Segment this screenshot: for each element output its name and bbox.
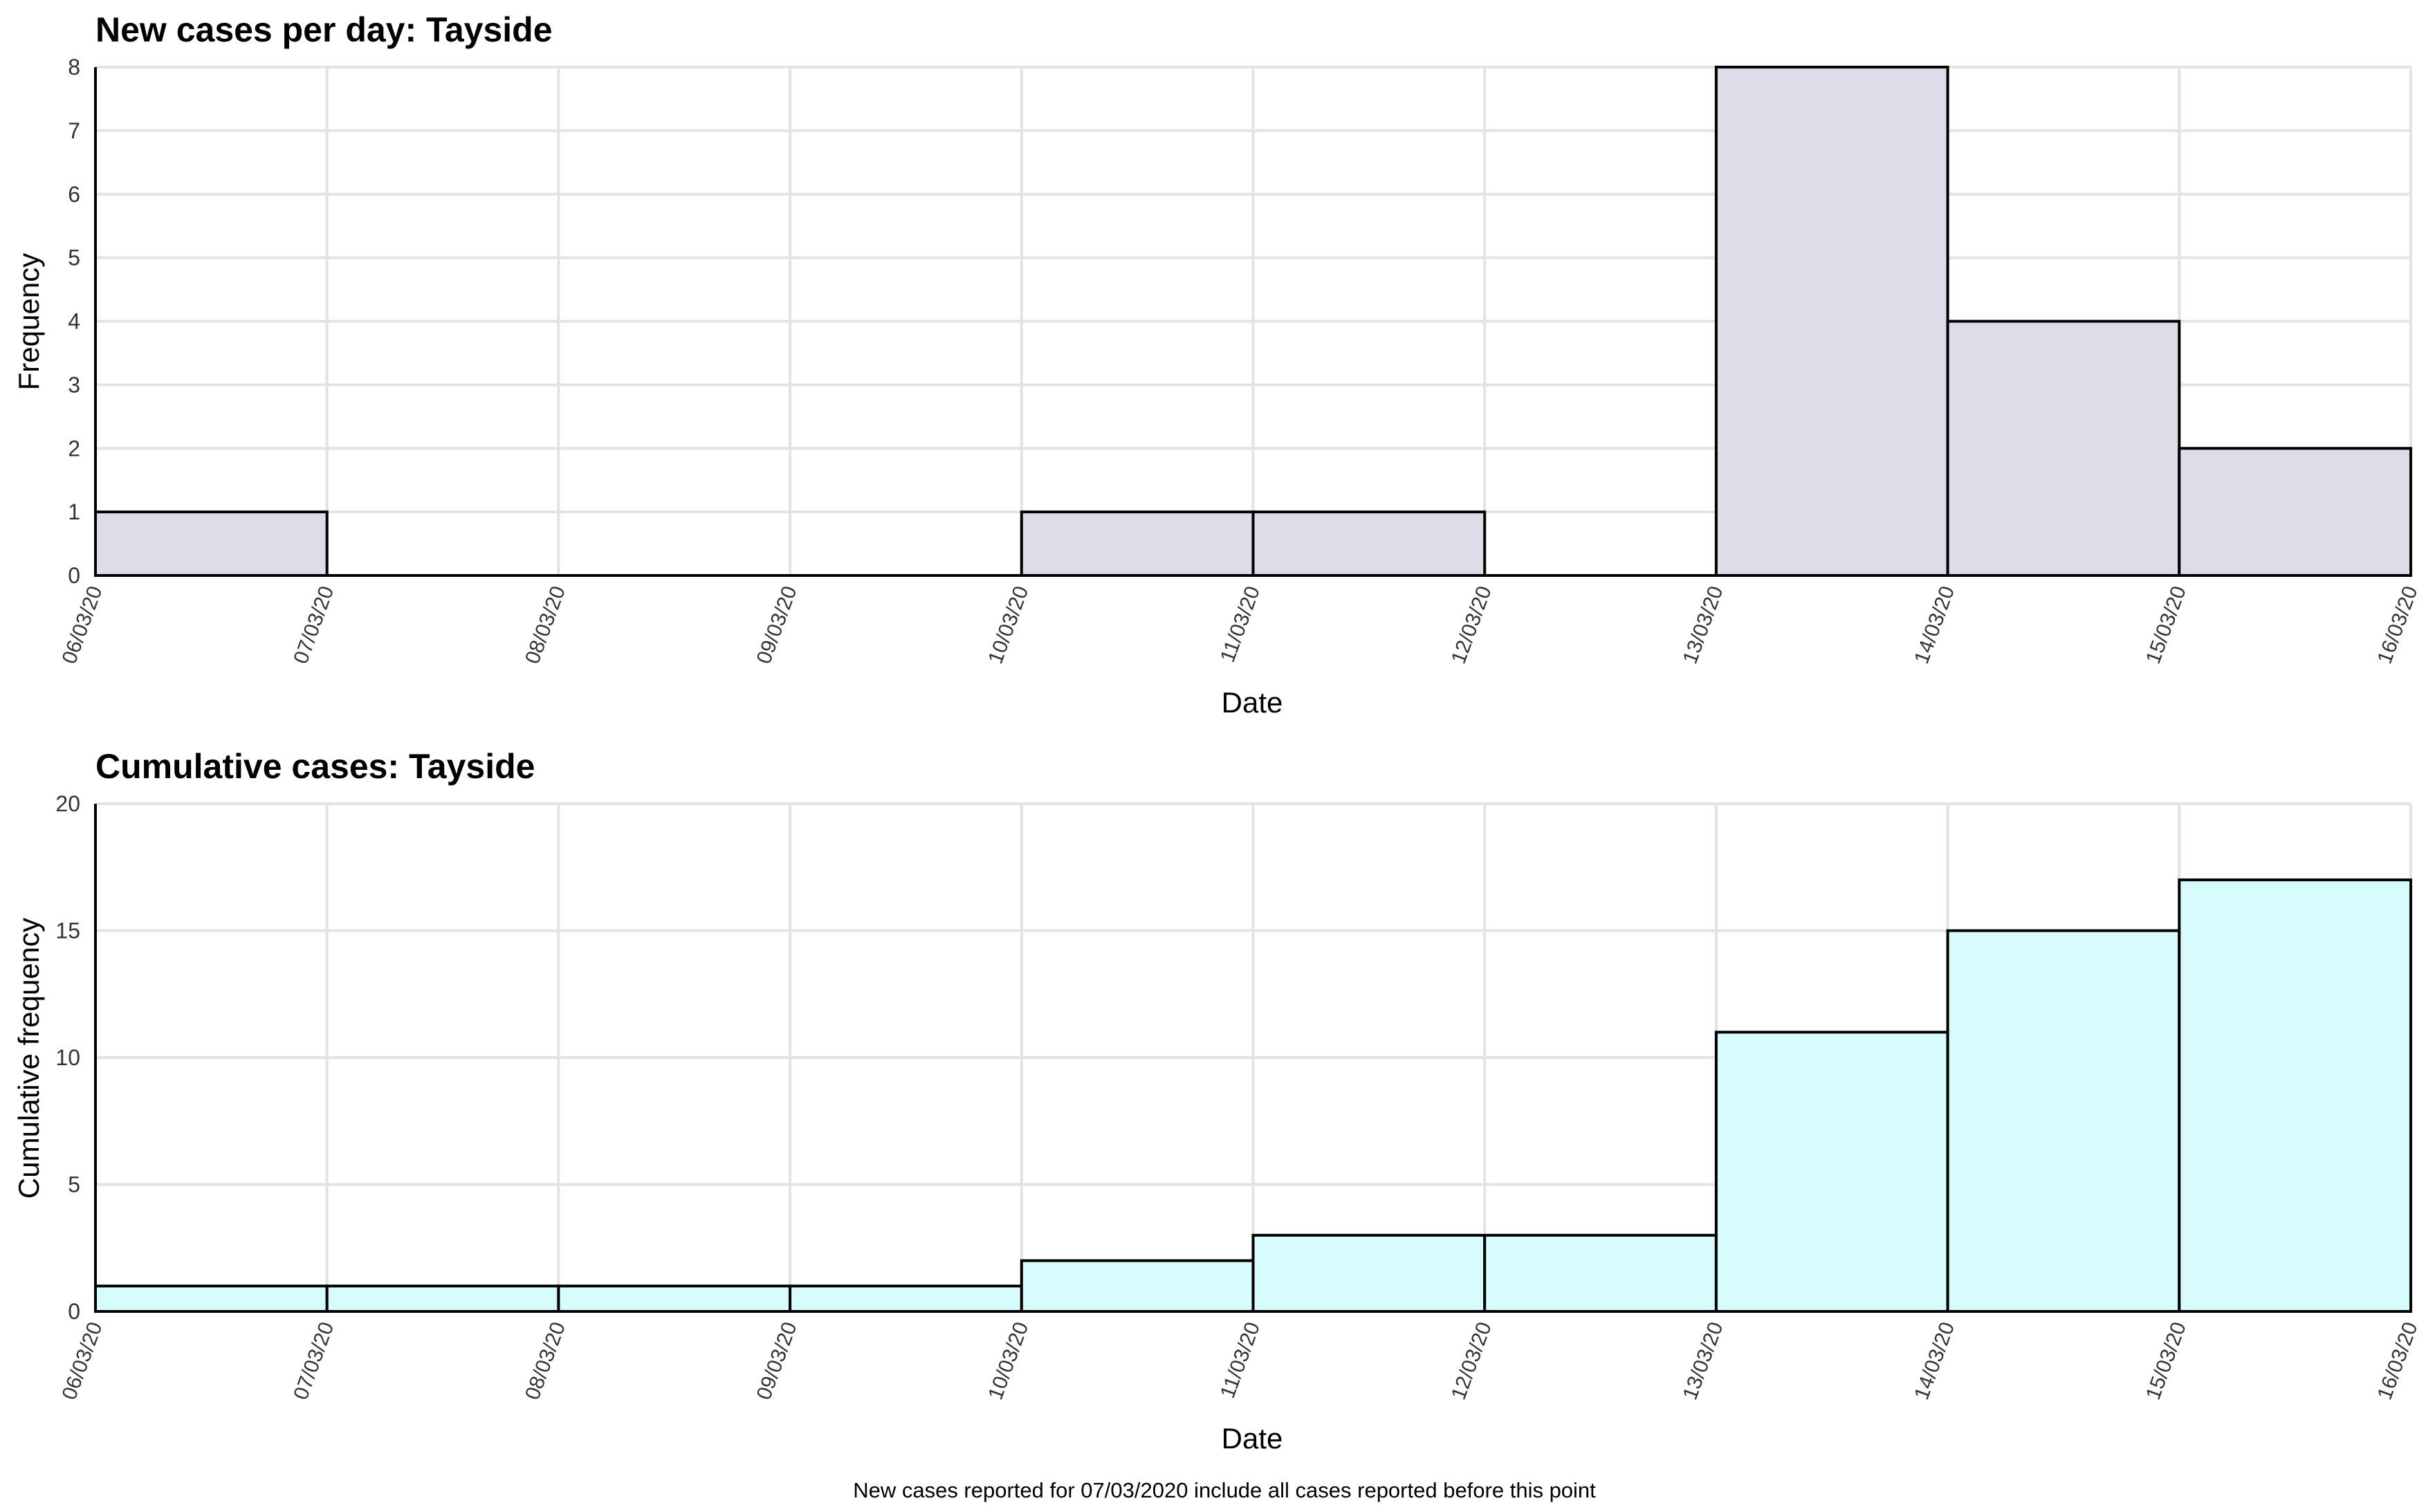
daily-y-tick-label: 5 — [68, 246, 80, 270]
daily-x-tick-label: 15/03/20 — [2142, 583, 2191, 667]
cumulative-bar — [789, 1284, 1023, 1313]
daily-x-tick-label: 10/03/20 — [984, 583, 1033, 667]
cumulative-x-tick-label: 07/03/20 — [289, 1319, 338, 1403]
daily-y-tick-label: 3 — [68, 372, 80, 397]
daily-y-tick-label: 6 — [68, 182, 80, 207]
daily-bars — [94, 66, 2413, 577]
daily-y-tick-label: 4 — [68, 309, 80, 334]
cumulative-bar — [1251, 1233, 1487, 1313]
cumulative-bar — [2178, 878, 2413, 1313]
cumulative-x-tick-label: 10/03/20 — [984, 1319, 1033, 1403]
daily-x-tick-label: 14/03/20 — [1910, 583, 1959, 667]
cumulative-cases-panel: Cumulative cases: Tayside 0 5 10 15 20 06/03… — [12, 747, 2423, 1455]
daily-y-tick-label: 2 — [68, 436, 80, 461]
cumulative-y-tick-label: 5 — [68, 1172, 80, 1197]
cumulative-x-tick-label: 06/03/20 — [58, 1319, 107, 1403]
cumulative-bar — [1946, 929, 2181, 1313]
cumulative-bar — [557, 1284, 792, 1313]
cumulative-x-tick-label: 15/03/20 — [2142, 1319, 2191, 1403]
daily-x-ticks: 06/03/20 07/03/20 08/03/20 09/03/20 10/03/20… — [58, 583, 2423, 667]
daily-bar — [1946, 320, 2181, 577]
cumulative-y-tick-label: 20 — [55, 791, 80, 816]
cumulative-x-tick-label: 08/03/20 — [521, 1319, 570, 1403]
cumulative-bars — [94, 878, 2413, 1313]
cumulative-y-tick-label: 15 — [55, 919, 80, 943]
cumulative-axes — [94, 804, 2411, 1313]
daily-y-axis-label: Frequency — [12, 253, 45, 390]
cumulative-x-tick-label: 16/03/20 — [2373, 1319, 2423, 1403]
cumulative-x-tick-label: 13/03/20 — [1679, 1319, 1728, 1403]
daily-bar — [1714, 66, 1949, 577]
cumulative-y-tick-label: 0 — [68, 1299, 80, 1324]
daily-y-tick-label: 8 — [68, 55, 80, 80]
daily-bar — [1251, 510, 1487, 577]
daily-cases-panel: New cases per day: Tayside 0 1 2 3 4 5 6 7 8 06/… — [12, 10, 2423, 719]
cumulative-y-axis-label: Cumulative frequency — [12, 918, 45, 1199]
daily-y-ticks: 0 1 2 3 4 5 6 7 8 — [68, 55, 80, 588]
daily-x-tick-label: 06/03/20 — [58, 583, 107, 667]
daily-x-tick-label: 08/03/20 — [521, 583, 570, 667]
daily-x-tick-label: 16/03/20 — [2373, 583, 2423, 667]
daily-axes — [94, 67, 2411, 577]
cumulative-x-ticks: 06/03/20 07/03/20 08/03/20 09/03/20 10/03/20… — [58, 1319, 2423, 1403]
daily-x-tick-label: 09/03/20 — [753, 583, 802, 667]
cumulative-x-tick-label: 11/03/20 — [1216, 1319, 1265, 1401]
cumulative-bar — [1020, 1259, 1255, 1313]
daily-x-axis-label: Date — [1222, 686, 1283, 719]
cumulative-x-axis-label: Date — [1222, 1422, 1283, 1455]
daily-y-tick-label: 7 — [68, 118, 80, 143]
daily-bar — [94, 510, 329, 577]
daily-bar — [1020, 510, 1255, 577]
daily-chart-title: New cases per day: Tayside — [95, 10, 553, 49]
cumulative-x-tick-label: 14/03/20 — [1910, 1319, 1959, 1403]
cumulative-bar — [325, 1284, 560, 1313]
cumulative-bar — [94, 1284, 329, 1313]
cumulative-x-tick-label: 09/03/20 — [753, 1319, 802, 1403]
cumulative-bar — [1714, 1031, 1949, 1313]
daily-y-tick-label: 0 — [68, 563, 80, 588]
daily-x-tick-label: 07/03/20 — [289, 583, 338, 667]
daily-x-tick-label: 13/03/20 — [1679, 583, 1728, 667]
cumulative-y-tick-label: 10 — [55, 1045, 80, 1070]
daily-x-tick-label: 11/03/20 — [1216, 583, 1265, 665]
cumulative-bar — [1483, 1233, 1718, 1313]
footnote-caption: New cases reported for 07/03/2020 includ… — [853, 1478, 1596, 1502]
daily-x-tick-label: 12/03/20 — [1447, 583, 1496, 667]
cumulative-x-tick-label: 12/03/20 — [1447, 1319, 1496, 1403]
daily-y-tick-label: 1 — [68, 499, 80, 524]
cumulative-y-ticks: 0 5 10 15 20 — [55, 791, 80, 1324]
daily-bar — [2178, 447, 2413, 577]
cumulative-chart-title: Cumulative cases: Tayside — [95, 747, 535, 786]
